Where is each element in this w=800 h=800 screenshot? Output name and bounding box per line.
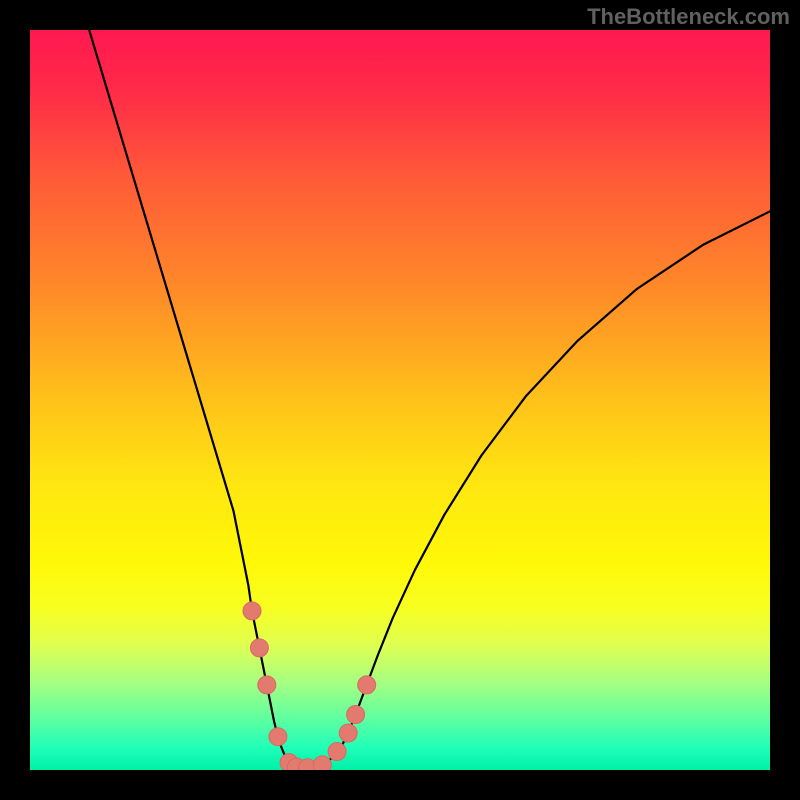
bottleneck-chart [30, 30, 770, 770]
marker-point [250, 639, 268, 657]
watermark-text: TheBottleneck.com [587, 4, 790, 30]
marker-point [269, 728, 287, 746]
chart-svg [30, 30, 770, 770]
marker-point [339, 724, 357, 742]
marker-point [328, 743, 346, 761]
marker-point [358, 676, 376, 694]
chart-background [30, 30, 770, 770]
marker-point [243, 602, 261, 620]
marker-point [258, 676, 276, 694]
marker-point [313, 756, 331, 770]
marker-point [347, 706, 365, 724]
